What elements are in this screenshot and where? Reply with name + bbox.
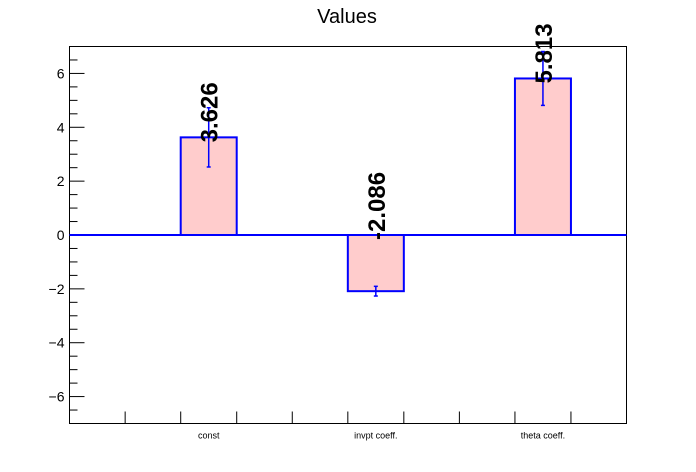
y-tick-label: −6 — [49, 389, 65, 405]
data-label: 3.626 — [197, 82, 224, 142]
data-label: 5.813 — [531, 23, 558, 83]
y-tick-label: 4 — [57, 119, 65, 135]
x-category-label: const — [198, 431, 220, 441]
data-labels: 3.626 -2.086 5.813 — [197, 23, 558, 240]
y-tick-label: 0 — [57, 227, 65, 243]
y-tick-label: 2 — [57, 173, 65, 189]
x-axis: const invpt coeff. theta coeff. — [124, 411, 627, 441]
y-tick-label: −2 — [49, 281, 65, 297]
x-category-label: invpt coeff. — [354, 431, 397, 441]
x-category-label: theta coeff. — [521, 431, 565, 441]
error-bars — [206, 50, 545, 297]
y-axis: −6 −4 −2 0 2 4 6 — [49, 46, 85, 424]
y-tick-label: 6 — [57, 65, 65, 81]
chart-title: Values — [317, 6, 377, 28]
data-label: -2.086 — [364, 172, 391, 240]
y-tick-label: −4 — [49, 335, 65, 351]
bar-invpt-coeff — [346, 234, 405, 293]
